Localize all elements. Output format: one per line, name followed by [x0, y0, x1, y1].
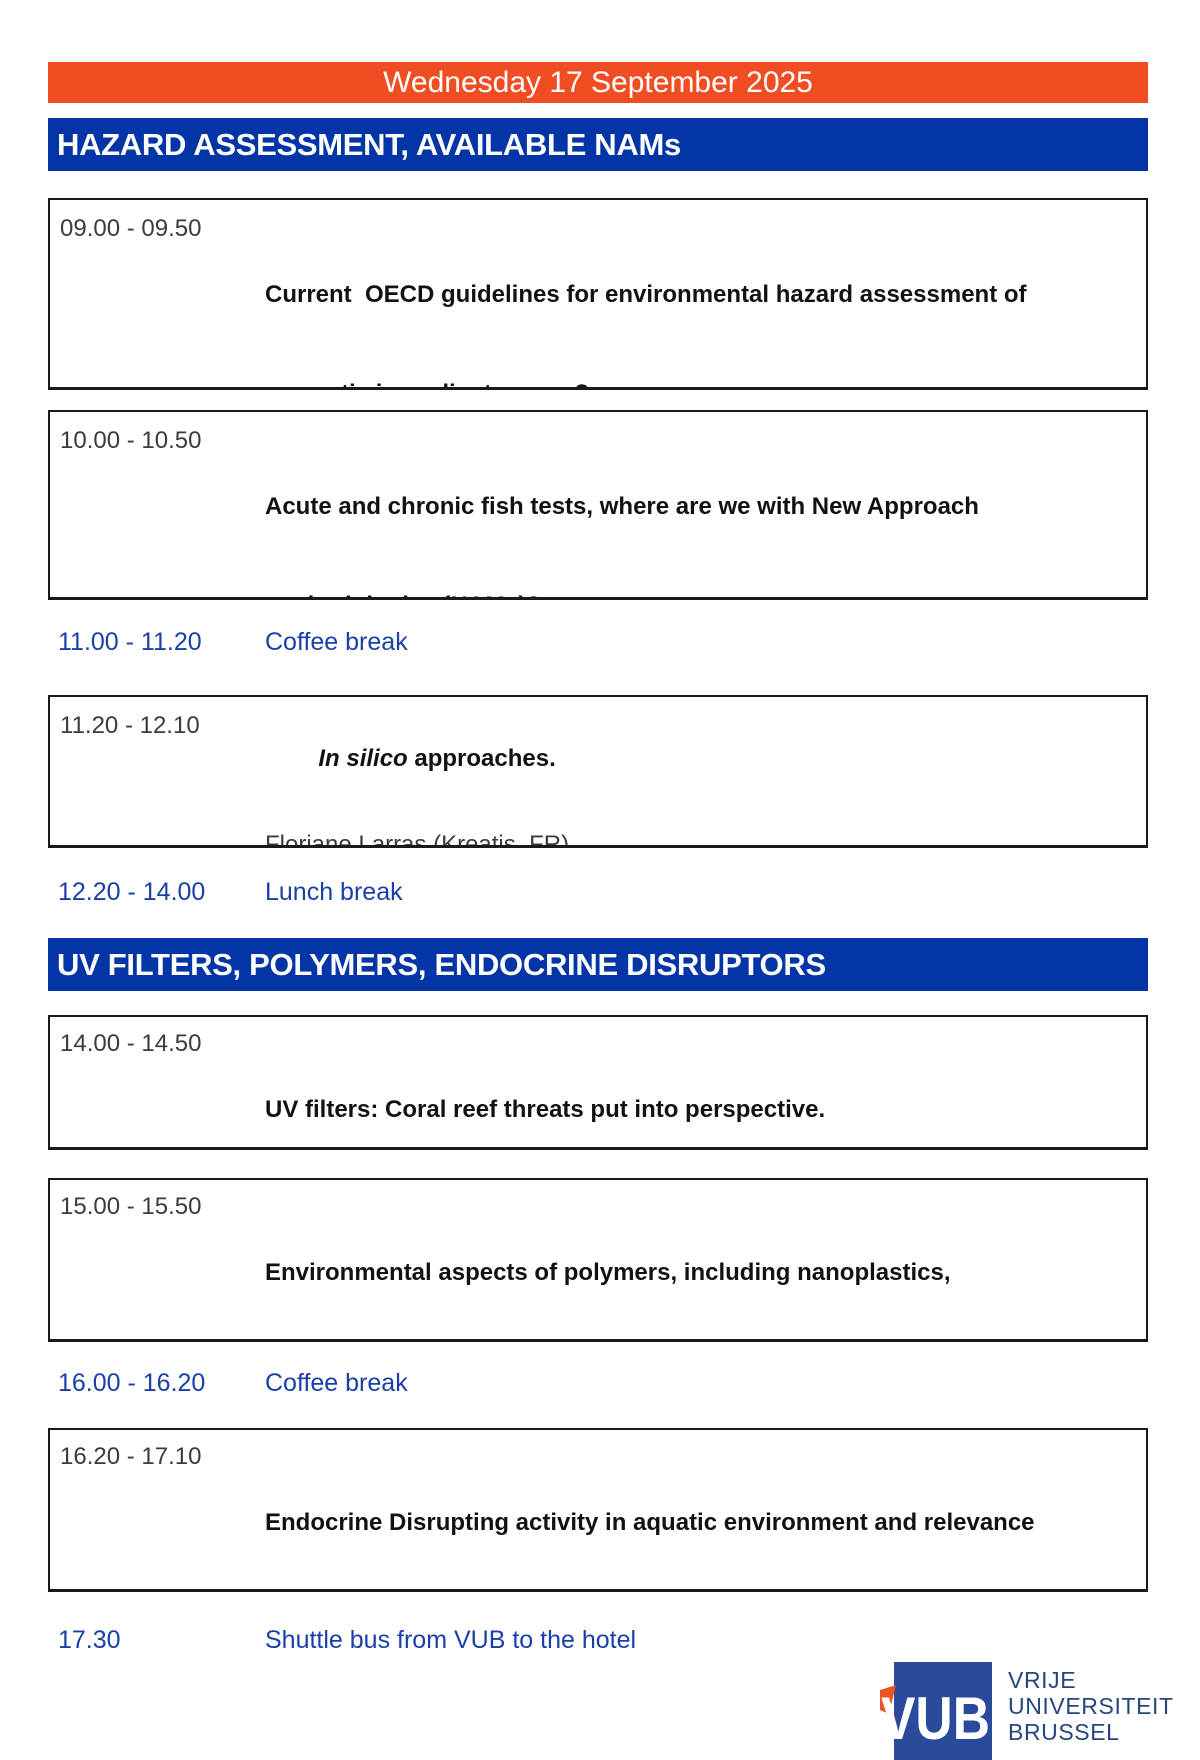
talk-time: 15.00 - 15.50: [60, 1193, 202, 1220]
talk-row: 14.00 - 14.50 UV filters: Coral reef thr…: [50, 1027, 1146, 1147]
talk-title-line: Environmental aspects of polymers, inclu…: [265, 1259, 951, 1286]
session-box-uv-filters: 14.00 - 14.50 UV filters: Coral reef thr…: [48, 1015, 1148, 1150]
speaker-name: Floriane Larras (Kreatis, FR): [265, 831, 570, 848]
session-box-endocrine: 16.20 - 17.10 Endocrine Disrupting activ…: [48, 1428, 1148, 1592]
section-header-morning: HAZARD ASSESSMENT, AVAILABLE NAMs: [48, 118, 1148, 171]
talk-title: In silico approaches.: [265, 709, 1146, 808]
vub-logo: VUB VRIJE UNIVERSITEIT BRUSSEL: [878, 1662, 1174, 1760]
talk-time: 11.20 - 12.10: [60, 712, 200, 739]
section-header-afternoon-label: UV FILTERS, POLYMERS, ENDOCRINE DISRUPTO…: [57, 946, 826, 982]
talk-time: 14.00 - 14.50: [60, 1030, 202, 1057]
break-row-coffee-afternoon: 16.00 - 16.20 Coffee break: [48, 1363, 1148, 1403]
vub-wordmark-line: UNIVERSITEIT: [1008, 1693, 1174, 1719]
talk-row: 16.20 - 17.10 Endocrine Disrupting activ…: [50, 1440, 1146, 1589]
section-header-afternoon: UV FILTERS, POLYMERS, ENDOCRINE DISRUPTO…: [48, 938, 1148, 991]
talk-title-line: UV filters: Coral reef threats put into …: [265, 1096, 826, 1123]
talk-title: Acute and chronic fish tests, where are …: [265, 424, 1146, 597]
break-label: Coffee break: [265, 1369, 408, 1397]
vub-emblem-icon: VUB: [880, 1662, 992, 1760]
talk-row: 09.00 - 09.50 Current OECD guidelines fo…: [50, 212, 1146, 387]
break-label: Lunch break: [265, 878, 403, 906]
break-time: 12.20 - 14.00: [58, 878, 206, 906]
talk-title: Current OECD guidelines for environmenta…: [265, 212, 1146, 387]
talk-time: 10.00 - 10.50: [60, 427, 202, 454]
talk-title-line: Current OECD guidelines for environmenta…: [265, 281, 1027, 308]
talk-title: UV filters: Coral reef threats put into …: [265, 1027, 1146, 1147]
session-box-fish-tests: 10.00 - 10.50 Acute and chronic fish tes…: [48, 410, 1148, 600]
talk-title-line: In silico approaches.: [318, 745, 555, 772]
section-header-morning-label: HAZARD ASSESSMENT, AVAILABLE NAMs: [57, 126, 681, 162]
talk-title-rest: approaches.: [407, 745, 556, 772]
session-box-in-silico: 11.20 - 12.10 In silico approaches. Flor…: [48, 695, 1148, 848]
talk-title-line: methodologies (NAMs)?: [265, 589, 1128, 597]
talk-title: Endocrine Disrupting activity in aquatic…: [265, 1440, 1146, 1589]
date-header-bar: Wednesday 17 September 2025: [48, 62, 1148, 103]
speaker-row: Floriane Larras (Kreatis, FR): [50, 828, 1146, 848]
break-label: Shuttle bus from VUB to the hotel: [265, 1626, 637, 1654]
vub-wordmark-line: VRIJE: [1008, 1667, 1077, 1693]
vub-acronym: VUB: [881, 1685, 990, 1752]
talk-title: Environmental aspects of polymers, inclu…: [265, 1190, 1146, 1339]
break-label: Coffee break: [265, 628, 408, 656]
break-time: 17.30: [58, 1626, 121, 1654]
break-row-shuttle-bus: 17.30 Shuttle bus from VUB to the hotel: [48, 1620, 1148, 1660]
talk-title-italic: In silico: [318, 745, 408, 772]
talk-time: 09.00 - 09.50: [60, 215, 202, 242]
break-row-lunch: 12.20 - 14.00 Lunch break: [48, 872, 1148, 912]
talk-row: 15.00 - 15.50 Environmental aspects of p…: [50, 1190, 1146, 1339]
talk-title-line: Acute and chronic fish tests, where are …: [265, 493, 979, 520]
talk-row: 11.20 - 12.10 In silico approaches.: [50, 709, 1146, 808]
break-time: 11.00 - 11.20: [58, 628, 202, 656]
session-box-oecd-guidelines: 09.00 - 09.50 Current OECD guidelines fo…: [48, 198, 1148, 390]
talk-title-line: Endocrine Disrupting activity in aquatic…: [265, 1509, 1035, 1536]
talk-title-line: cosmetic ingredients, gaps?: [265, 377, 1128, 387]
break-time: 16.00 - 16.20: [58, 1369, 206, 1397]
vub-wordmark: VRIJE UNIVERSITEIT BRUSSEL: [1008, 1662, 1174, 1745]
date-header-label: Wednesday 17 September 2025: [383, 65, 813, 99]
talk-row: 10.00 - 10.50 Acute and chronic fish tes…: [50, 424, 1146, 597]
vub-wordmark-line: BRUSSEL: [1008, 1719, 1120, 1745]
talk-time: 16.20 - 17.10: [60, 1443, 202, 1470]
break-row-coffee-morning: 11.00 - 11.20 Coffee break: [48, 622, 1148, 662]
session-box-polymers: 15.00 - 15.50 Environmental aspects of p…: [48, 1178, 1148, 1342]
